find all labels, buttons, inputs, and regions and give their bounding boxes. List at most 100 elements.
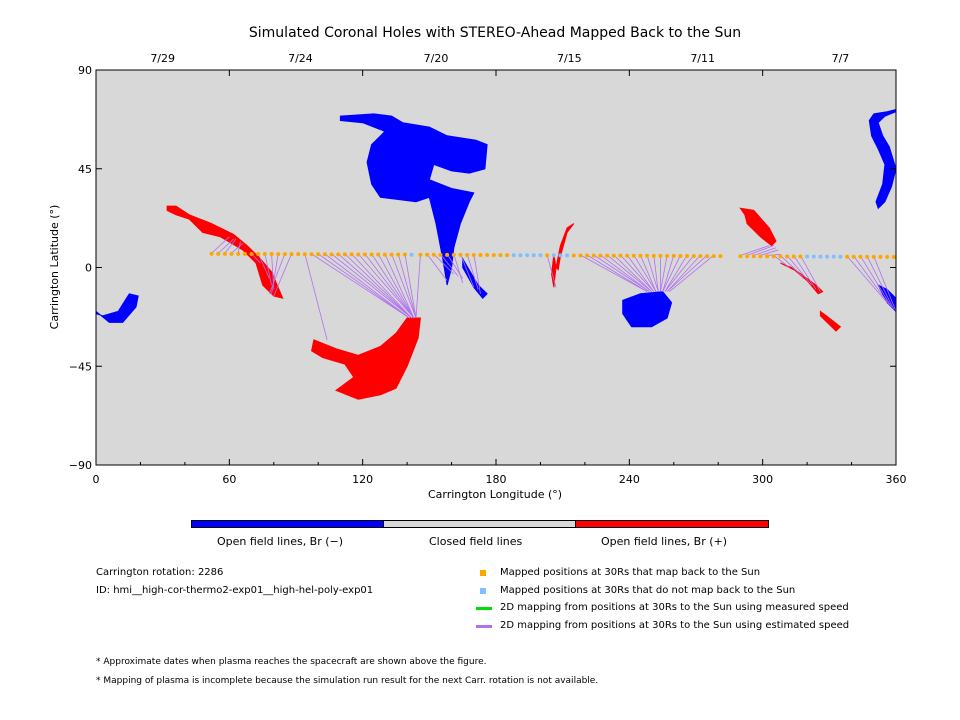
x-tick-label-0: 0 (93, 473, 100, 486)
mapping-line-1-29 (426, 253, 448, 281)
mapped-point-3 (229, 251, 234, 256)
mapped-point-8 (262, 252, 267, 257)
mapped-point-27 (389, 252, 394, 257)
mapped-point-84 (885, 254, 890, 259)
legend-unmapped: Mapped positions at 30Rs that do not map… (500, 585, 796, 596)
x-tick-label-3: 180 (486, 473, 507, 486)
coronal-hole-positive-8 (555, 223, 575, 271)
chart-title: Simulated Coronal Holes with STEREO-Ahea… (249, 25, 741, 41)
mapping-line-1-30 (433, 253, 455, 275)
note-dates: * Approximate dates when plasma reaches … (96, 657, 487, 667)
mapping-line-1-68 (800, 255, 821, 292)
mapped-point-72 (765, 254, 770, 259)
legend-mapped: Mapped positions at 30Rs that map back t… (500, 567, 761, 578)
mapping-line-1-59 (740, 245, 770, 256)
x-tick-label-2: 120 (352, 473, 373, 486)
mapping-line-1-7 (264, 253, 272, 286)
mapping-line-1-67 (793, 255, 817, 290)
x-tick-label-1: 60 (222, 473, 236, 486)
legend-swatch-mapped (480, 570, 486, 576)
mapped-point-54 (631, 253, 636, 258)
mapped-point-77 (798, 254, 803, 259)
top-date-label-5: 7/7 (832, 52, 850, 65)
mapping-line-1-66 (786, 255, 812, 286)
unmapped-point-13 (831, 254, 836, 259)
mapped-point-51 (611, 253, 616, 258)
carrington-rotation: Carrington rotation: 2286 (96, 567, 224, 578)
mapped-point-23 (362, 252, 367, 257)
mapped-point-80 (858, 254, 863, 259)
mapped-point-31 (425, 252, 430, 257)
mapped-point-28 (396, 252, 401, 257)
coronal-hole-negative-2 (95, 293, 139, 323)
x-tick-label-5: 300 (752, 473, 773, 486)
unmapped-point-9 (805, 254, 810, 259)
mapped-point-85 (891, 254, 896, 259)
mapping-line-1-52 (662, 255, 675, 292)
mapping-line-1-10 (268, 253, 286, 294)
mapping-line-1-34 (460, 253, 475, 288)
legend-measured: 2D mapping from positions at 30Rs to the… (500, 602, 849, 613)
colorbar-closed (383, 520, 576, 528)
mapped-point-73 (771, 254, 776, 259)
mapping-line-1-23 (377, 253, 415, 319)
legend-estimated: 2D mapping from positions at 30Rs to the… (500, 620, 850, 631)
mapped-point-35 (451, 252, 456, 257)
mapped-point-57 (651, 253, 656, 258)
mapping-line-1-41 (600, 254, 650, 292)
mapping-line-1-46 (633, 254, 657, 292)
unmapped-point-6 (551, 253, 556, 258)
mapping-lines-layer (211, 236, 897, 341)
mapping-line-1-14 (317, 253, 410, 319)
mapped-point-41 (491, 253, 496, 258)
mapped-point-55 (638, 253, 643, 258)
mapping-line-1-73 (873, 256, 897, 312)
mapping-line-1-31 (440, 253, 459, 277)
y-tick-label-2: 0 (85, 262, 92, 275)
mapped-point-46 (578, 253, 583, 258)
mapped-point-32 (431, 252, 436, 257)
mapping-line-1-58 (669, 254, 715, 292)
mapping-line-1-49 (653, 255, 659, 292)
top-date-label-4: 7/11 (690, 52, 715, 65)
mapping-line-1-33 (453, 253, 464, 283)
unmapped-point-0 (409, 252, 414, 257)
legend-swatch-measured (476, 607, 492, 610)
mapped-point-62 (685, 253, 690, 258)
y-tick-label-1: −45 (69, 360, 92, 373)
mapped-point-34 (445, 252, 450, 257)
mapping-line-1-15 (324, 253, 410, 319)
mapped-point-13 (296, 252, 301, 257)
mapping-line-1-4 (237, 241, 241, 254)
mapping-line-1-20 (357, 253, 415, 319)
mapped-point-68 (738, 254, 743, 259)
mapping-line-1-60 (746, 245, 774, 256)
mapped-point-18 (329, 252, 334, 257)
mapped-point-16 (316, 252, 321, 257)
mapped-point-42 (498, 253, 503, 258)
y-axis-label: Carrington Latitude (°) (48, 205, 61, 330)
mapping-line-1-26 (397, 253, 417, 319)
mapped-point-2 (222, 251, 227, 256)
mapped-point-74 (778, 254, 783, 259)
mapped-point-69 (745, 254, 750, 259)
mapped-point-44 (545, 253, 550, 258)
mapping-line-1-17 (337, 253, 412, 319)
mapping-line-1-24 (384, 253, 415, 319)
mapping-line-1-54 (664, 255, 688, 292)
unmapped-point-14 (838, 254, 843, 259)
mapping-line-1-45 (626, 254, 655, 292)
mapped-point-19 (336, 252, 341, 257)
y-axis: −90 −45 0 45 90 (69, 64, 896, 472)
mapped-point-83 (878, 254, 883, 259)
mapping-line-1-44 (620, 254, 655, 292)
mapped-point-60 (671, 253, 676, 258)
unmapped-point-3 (525, 253, 530, 258)
mapping-line-1-3 (231, 243, 243, 254)
mapped-point-7 (256, 251, 261, 256)
x-tick-label-4: 240 (619, 473, 640, 486)
mapping-line-1-36 (473, 254, 481, 294)
mapping-line-1-40 (593, 254, 650, 292)
mapped-point-40 (485, 253, 490, 258)
